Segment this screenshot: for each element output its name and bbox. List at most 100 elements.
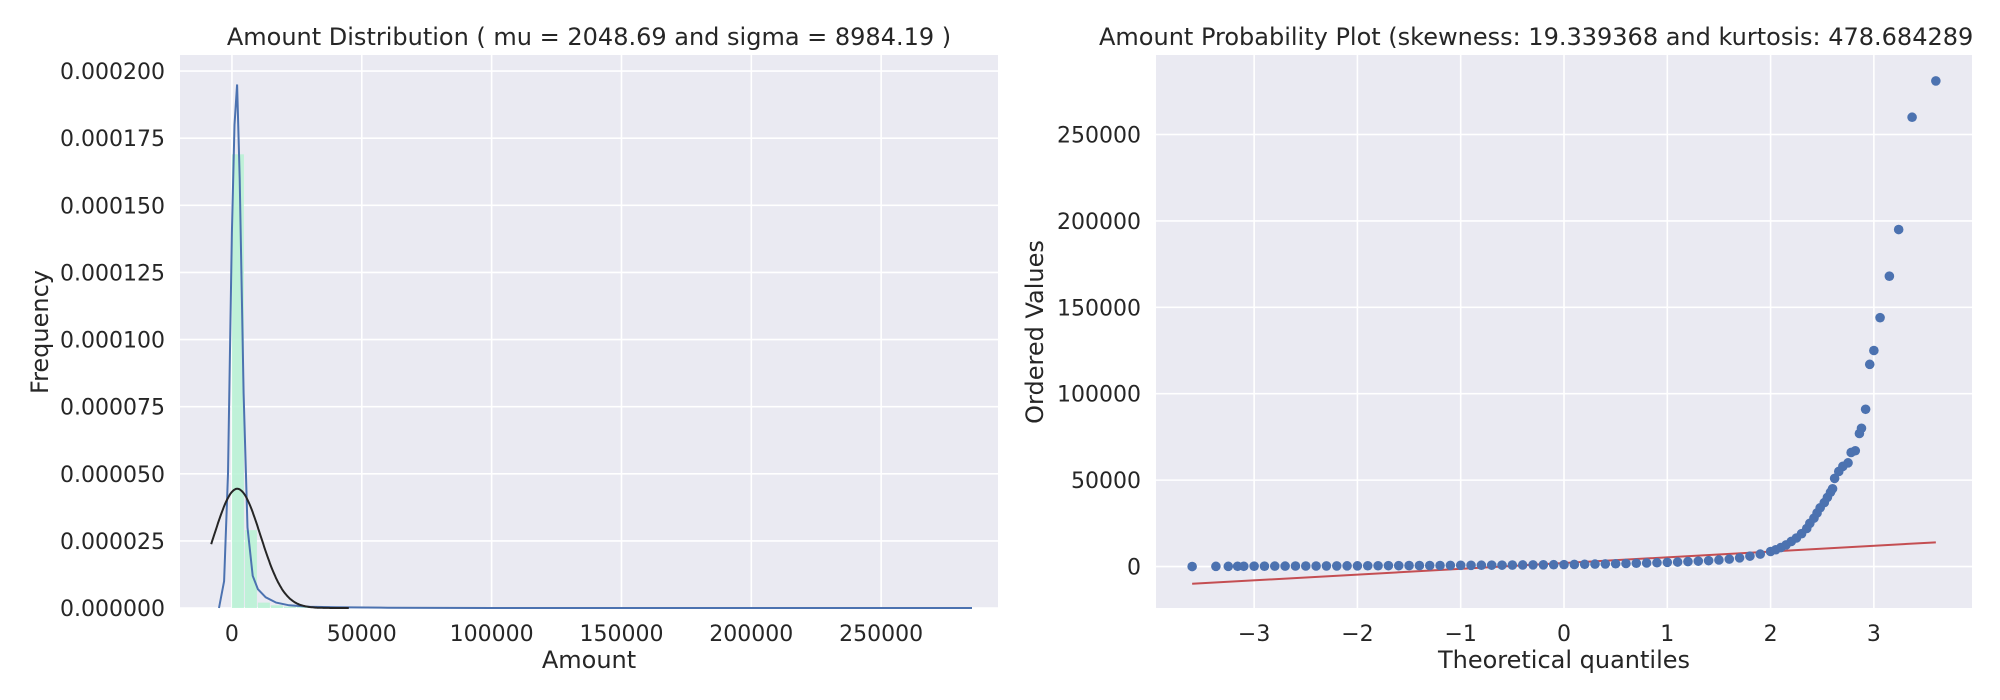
y-tick-label: 0.000150 <box>60 194 165 219</box>
data-point <box>1393 560 1404 571</box>
distribution-histogram <box>231 154 309 608</box>
data-point <box>1517 560 1528 570</box>
y-tick-label: 0.000125 <box>60 261 165 286</box>
data-point <box>1931 76 1941 86</box>
y-tick-label: 0.000050 <box>60 463 165 488</box>
probability-y-label: Ordered Values <box>1021 240 1049 424</box>
data-point <box>1864 359 1875 370</box>
histogram-bar <box>244 530 257 608</box>
x-tick-label: 200000 <box>709 622 793 647</box>
x-tick-label: 2 <box>1764 622 1778 647</box>
x-tick-label: 250000 <box>839 622 923 647</box>
data-point <box>1843 458 1853 468</box>
data-point <box>1856 423 1867 434</box>
data-point <box>1280 561 1290 571</box>
data-point <box>1362 560 1373 571</box>
data-point <box>1269 561 1280 571</box>
y-tick-label: 200000 <box>1057 210 1141 235</box>
distribution-y-ticks: 0.000000 0.000025 0.000050 0.000075 0.000100… <box>60 60 165 622</box>
data-point <box>1641 558 1652 568</box>
data-point <box>1211 561 1221 572</box>
data-point <box>1538 559 1549 570</box>
data-point <box>1445 560 1456 571</box>
y-tick-label: 100000 <box>1057 383 1141 408</box>
data-point <box>1662 557 1673 568</box>
data-point <box>1827 483 1838 494</box>
data-point <box>1907 112 1917 123</box>
y-tick-label: 0.000175 <box>60 127 165 152</box>
data-point <box>1610 558 1621 569</box>
data-point <box>1223 561 1234 572</box>
x-tick-label: −3 <box>1238 622 1270 647</box>
data-point <box>1476 560 1487 571</box>
normal-fit-line <box>210 487 349 609</box>
distribution-y-label: Frequency <box>26 270 54 394</box>
x-tick-label: 100000 <box>450 622 534 647</box>
distribution-plot-area <box>180 55 998 608</box>
data-point <box>1342 561 1352 571</box>
data-point <box>1238 561 1249 572</box>
data-point <box>1621 558 1631 569</box>
data-point <box>1187 561 1197 572</box>
data-point <box>1311 561 1321 571</box>
data-point <box>1703 555 1714 566</box>
data-point <box>1373 560 1383 571</box>
probability-y-ticks: 0 50000 100000 150000 200000 250000 <box>1057 123 1141 580</box>
y-tick-label: 150000 <box>1057 296 1141 321</box>
data-point <box>1869 345 1879 356</box>
data-point <box>1893 224 1904 235</box>
y-tick-label: 50000 <box>1071 469 1141 494</box>
data-point <box>1600 559 1611 569</box>
data-point <box>1424 560 1435 571</box>
data-point <box>1435 560 1445 571</box>
data-point <box>1683 556 1693 567</box>
data-point <box>1672 557 1683 567</box>
data-point <box>1321 561 1332 571</box>
data-point <box>1466 560 1476 571</box>
data-point <box>1569 559 1580 570</box>
y-tick-label: 0.000025 <box>60 530 165 555</box>
data-point <box>1579 559 1590 570</box>
data-point <box>1884 271 1895 282</box>
data-point <box>1652 557 1662 568</box>
data-point <box>1404 560 1414 571</box>
data-point <box>1528 560 1538 570</box>
distribution-curves <box>210 84 972 609</box>
y-tick-label: 0.000100 <box>60 329 165 354</box>
x-tick-label: 0 <box>1557 622 1571 647</box>
data-point <box>1860 404 1871 415</box>
probability-x-ticks: −3 −2 −1 0 1 2 3 <box>1238 622 1881 647</box>
x-tick-label: 1 <box>1660 622 1674 647</box>
data-point <box>1352 561 1363 571</box>
data-point <box>1548 559 1559 570</box>
probability-panel: −3 −2 −1 0 1 2 3 0 50000 100000 150000 200000 25000… <box>1021 23 1973 674</box>
data-point <box>1734 553 1745 563</box>
data-point <box>1455 560 1466 571</box>
data-point <box>1290 561 1301 571</box>
x-tick-label: 3 <box>1867 622 1881 647</box>
data-point <box>1497 560 1507 570</box>
x-tick-label: −1 <box>1444 622 1476 647</box>
y-tick-label: 0 <box>1127 556 1141 581</box>
data-point <box>1745 551 1755 561</box>
data-point <box>1590 559 1600 569</box>
data-point <box>1631 558 1642 569</box>
data-point <box>1829 473 1840 484</box>
y-tick-label: 0.000000 <box>60 597 165 622</box>
probability-x-label: Theoretical quantiles <box>1437 646 1690 674</box>
data-point <box>1714 555 1724 565</box>
x-tick-label: 0 <box>225 622 239 647</box>
kde-line <box>218 84 972 609</box>
data-point <box>1755 549 1766 559</box>
data-point <box>1259 561 1270 571</box>
data-point <box>1693 556 1704 566</box>
data-point <box>1850 445 1861 456</box>
data-point <box>1559 559 1569 570</box>
data-point <box>1875 312 1885 323</box>
histogram-bar <box>231 154 244 608</box>
histogram-bar <box>257 602 270 608</box>
data-point <box>1331 561 1342 571</box>
distribution-grid <box>180 55 998 609</box>
data-point <box>1486 560 1497 570</box>
